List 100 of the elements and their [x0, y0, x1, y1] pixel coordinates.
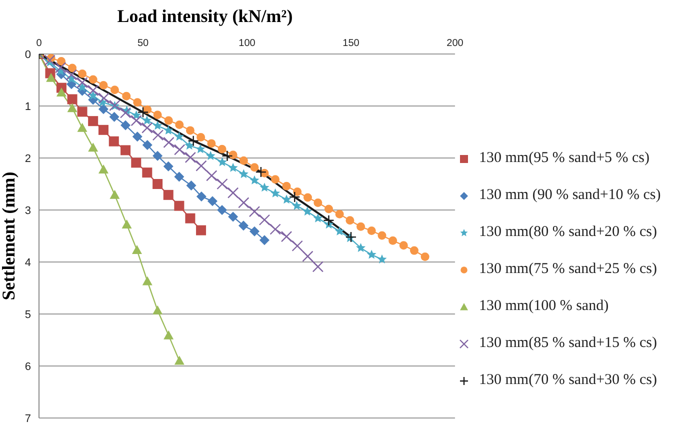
point — [282, 194, 292, 204]
point — [250, 175, 260, 184]
point — [120, 120, 131, 130]
point — [399, 241, 408, 250]
y-tick-label: 0 — [24, 48, 31, 61]
point — [356, 222, 366, 231]
point — [206, 170, 218, 182]
point — [378, 231, 386, 240]
point — [120, 145, 131, 156]
point — [88, 116, 98, 126]
point — [110, 86, 119, 94]
y-tick-label: 3 — [24, 204, 31, 217]
x-tick-label: 50 — [137, 38, 149, 49]
point — [196, 132, 206, 142]
point — [346, 216, 354, 225]
point — [239, 156, 248, 165]
point — [292, 240, 303, 252]
point — [367, 226, 376, 236]
point — [133, 98, 142, 107]
point — [67, 103, 78, 112]
point — [88, 90, 98, 100]
legend-label: 130 mm(95 % sand+5 % cs) — [479, 150, 650, 167]
point — [238, 169, 248, 178]
legend-label: 130 mm(100 % sand) — [479, 298, 609, 315]
point — [196, 225, 206, 236]
point — [260, 182, 270, 192]
point — [152, 130, 164, 141]
point — [185, 213, 196, 224]
point — [152, 179, 163, 189]
point — [206, 150, 216, 160]
point — [175, 120, 184, 129]
point — [76, 77, 88, 88]
point — [67, 94, 78, 104]
point — [68, 64, 77, 72]
point — [132, 245, 142, 254]
point — [132, 132, 142, 142]
point — [88, 75, 98, 84]
y-tick-label: 7 — [24, 412, 31, 425]
point — [142, 140, 152, 150]
point — [324, 204, 333, 214]
point — [163, 136, 174, 148]
point — [77, 122, 88, 132]
point — [303, 193, 312, 202]
point — [66, 69, 78, 80]
point — [227, 187, 239, 198]
point — [410, 246, 418, 255]
point — [216, 178, 228, 190]
point — [312, 261, 324, 272]
point — [56, 87, 66, 96]
point — [282, 182, 291, 190]
point — [323, 214, 334, 226]
point — [153, 110, 162, 120]
point — [228, 150, 238, 160]
point — [57, 57, 66, 66]
point — [109, 112, 120, 122]
point — [293, 188, 302, 196]
y-tick-label: 6 — [24, 360, 31, 373]
point — [292, 200, 302, 210]
point — [120, 107, 132, 118]
point — [142, 116, 152, 125]
x-axis-title: Load intensity (kN/m²) — [117, 6, 293, 26]
legend-label: 130 mm (90 % sand+10 % cs) — [479, 187, 661, 204]
y-tick-label: 4 — [24, 256, 31, 269]
point — [289, 191, 300, 203]
point — [314, 198, 322, 207]
point — [174, 356, 184, 365]
point — [218, 144, 226, 154]
point — [110, 190, 120, 199]
point — [186, 126, 194, 135]
point — [196, 144, 206, 154]
point — [152, 120, 162, 130]
point — [302, 250, 314, 262]
point — [184, 152, 196, 164]
point — [44, 54, 56, 66]
x-tick-label: 200 — [446, 38, 464, 49]
point — [196, 160, 207, 172]
point — [228, 162, 238, 172]
point — [132, 110, 142, 120]
point — [217, 205, 228, 215]
y-axis-title: Settlement (mm) — [0, 172, 18, 300]
point — [228, 212, 238, 222]
point — [366, 250, 376, 259]
point — [164, 125, 174, 134]
point — [163, 190, 174, 200]
point — [313, 213, 323, 222]
y-tick-label: 1 — [24, 100, 31, 113]
point — [174, 200, 184, 211]
point — [334, 226, 344, 236]
point — [130, 114, 142, 126]
point — [184, 140, 194, 150]
point — [137, 106, 149, 118]
x-tick-label: 150 — [342, 38, 360, 49]
point — [142, 276, 152, 286]
point — [98, 92, 110, 104]
point — [78, 70, 87, 78]
y-tick-label: 2 — [24, 152, 31, 165]
point — [122, 92, 131, 100]
point — [249, 226, 260, 236]
legend-label: 130 mm(75 % sand+25 % cs) — [479, 261, 658, 278]
point — [131, 158, 142, 168]
